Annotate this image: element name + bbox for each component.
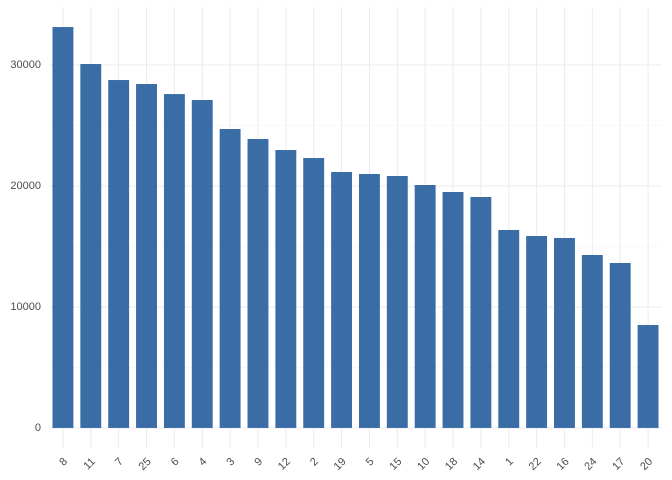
x-tick-label: 5 — [364, 456, 377, 469]
bar — [163, 94, 185, 428]
x-tick-label: 10 — [415, 456, 432, 473]
bar — [498, 229, 520, 428]
x-tick-label: 8 — [57, 456, 70, 469]
y-tick-label: 10000 — [10, 301, 41, 313]
x-tick-label: 1 — [503, 456, 516, 469]
x-tick-label: 15 — [387, 456, 404, 473]
bar — [386, 176, 408, 428]
y-tick-label: 20000 — [10, 180, 41, 192]
bar — [609, 262, 631, 428]
bar — [554, 238, 575, 428]
bar — [637, 324, 659, 428]
x-tick-label: 22 — [527, 456, 544, 473]
x-tick-label: 20 — [638, 456, 655, 473]
bar — [275, 150, 297, 428]
bar — [136, 84, 157, 428]
x-tick-label: 4 — [197, 456, 210, 469]
x-tick-label: 12 — [276, 456, 293, 473]
bar — [247, 139, 269, 428]
bar — [331, 172, 353, 428]
x-tick-label: 2 — [308, 456, 321, 469]
x-tick-label: 19 — [332, 456, 349, 473]
bar — [219, 129, 241, 428]
bar — [80, 64, 102, 428]
bar — [191, 100, 213, 428]
x-tick-label: 16 — [555, 456, 572, 473]
bar — [52, 27, 74, 428]
x-tick-label: 3 — [224, 456, 237, 469]
bar — [526, 235, 548, 428]
x-tick-label: 17 — [610, 456, 627, 473]
bar — [442, 192, 464, 428]
x-tick-label: 24 — [582, 456, 599, 473]
x-tick-label: 18 — [443, 456, 460, 473]
x-tick-label: 7 — [113, 456, 126, 469]
x-tick-label: 14 — [471, 456, 488, 473]
x-tick-label: 9 — [252, 456, 265, 469]
bar — [414, 185, 436, 428]
bar — [108, 80, 130, 428]
bar — [303, 158, 325, 428]
x-tick-label: 25 — [137, 456, 154, 473]
bar — [358, 174, 380, 428]
bar — [581, 254, 603, 428]
x-tick-label: 6 — [169, 456, 182, 469]
y-tick-label: 0 — [35, 422, 41, 434]
bar — [470, 197, 492, 428]
x-tick-label: 11 — [81, 456, 98, 473]
y-tick-label: 30000 — [10, 59, 41, 71]
